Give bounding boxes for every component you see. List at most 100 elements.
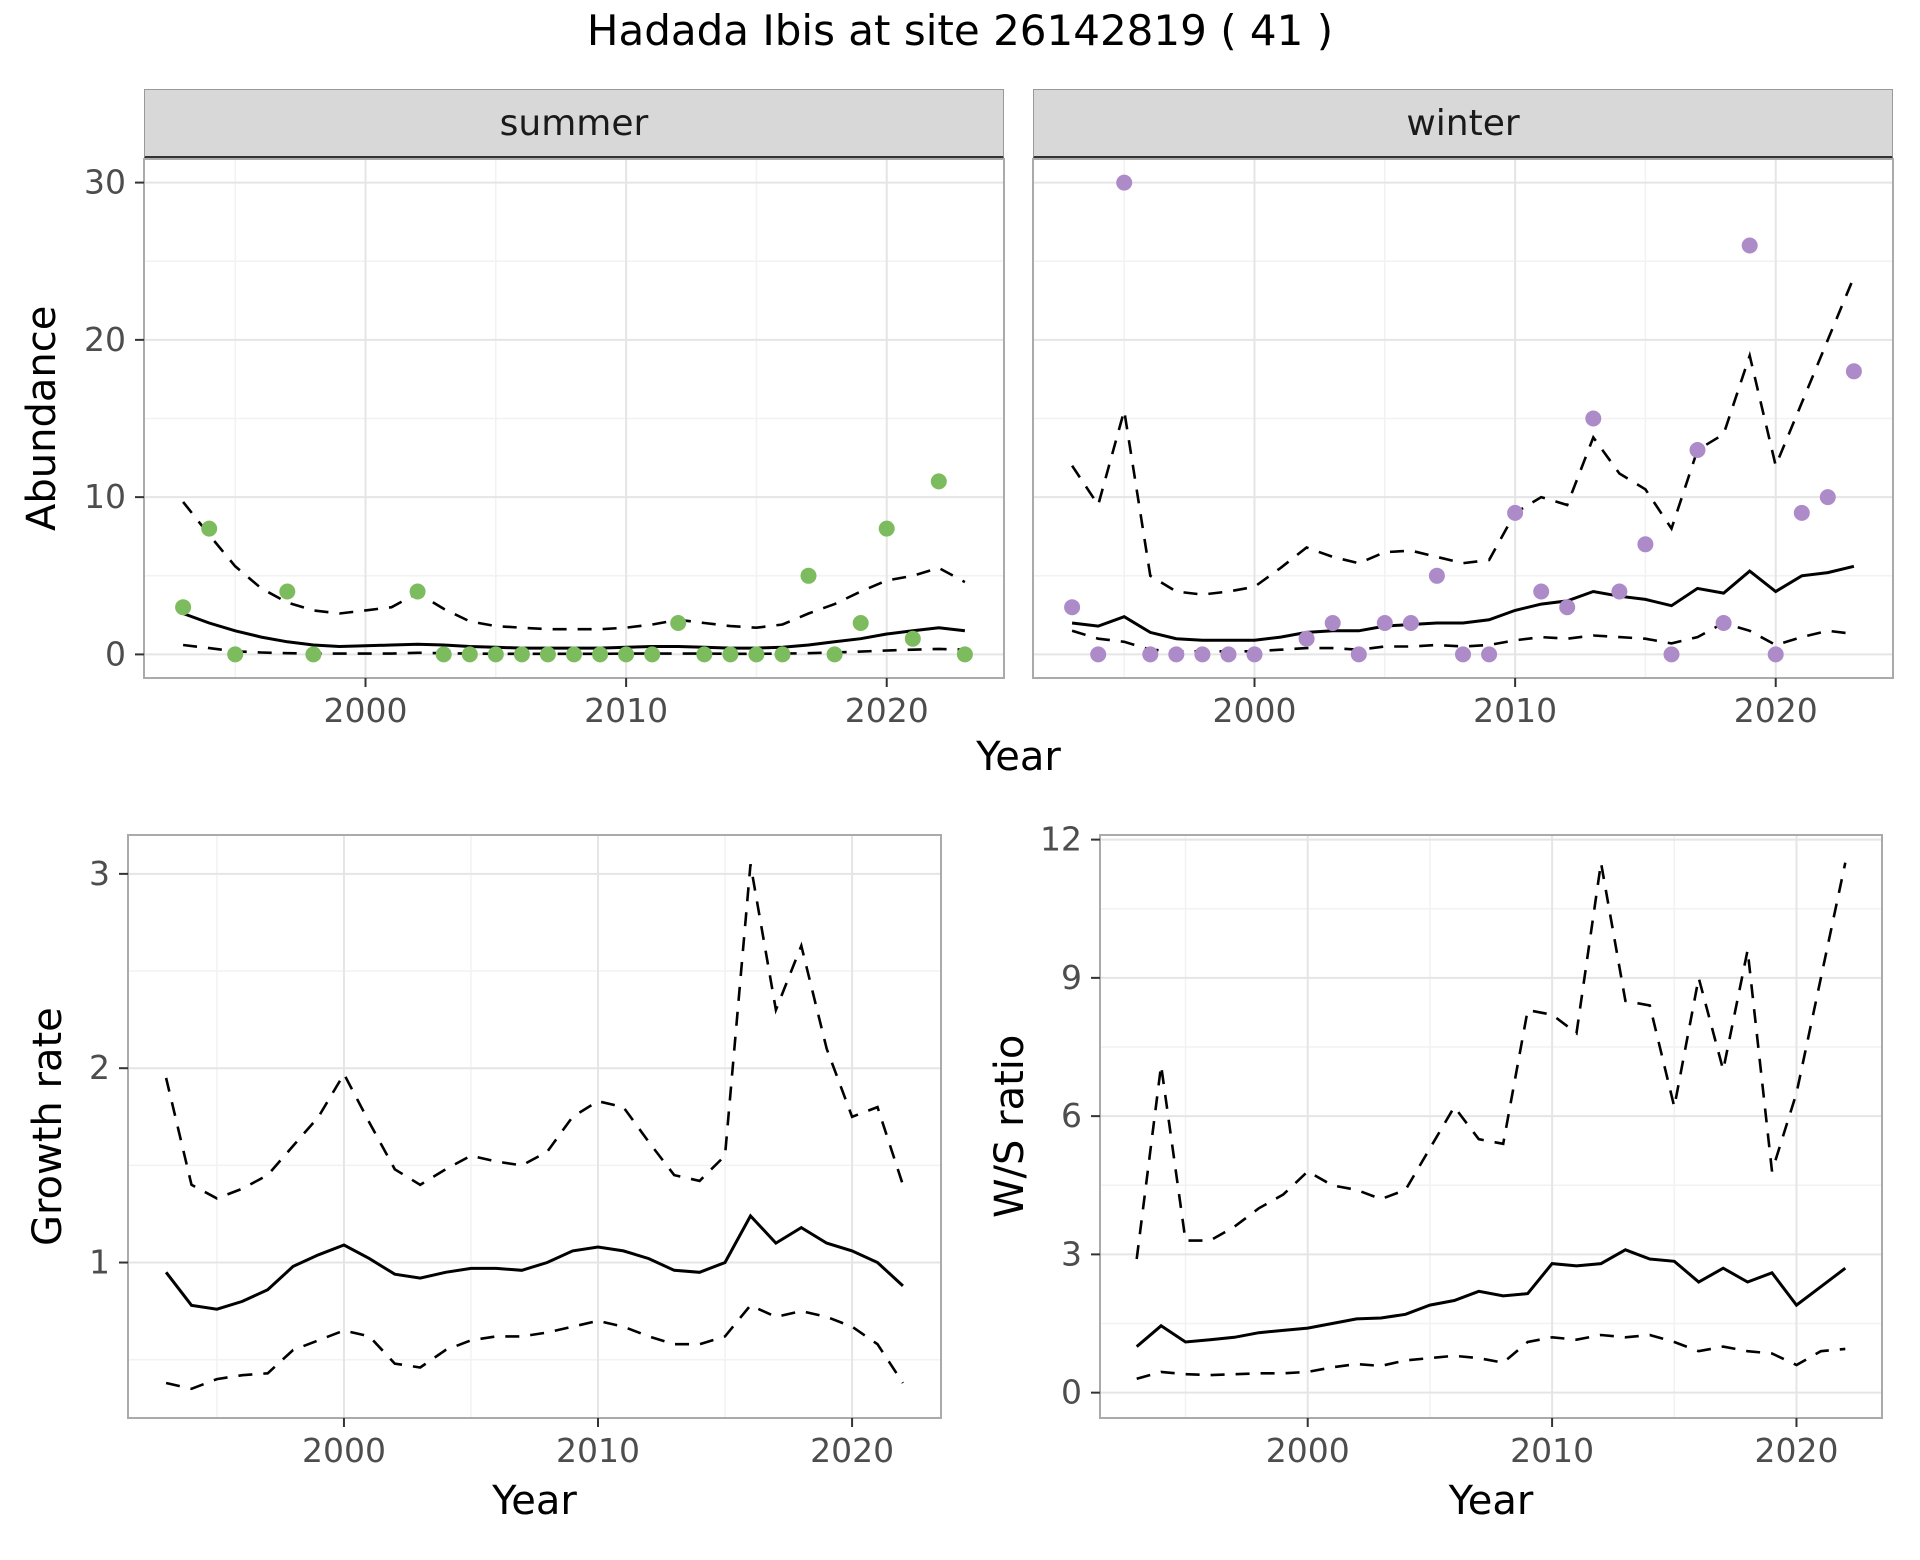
facet-strip-summer: summer: [144, 89, 1004, 159]
data-point: [461, 646, 478, 663]
y-tick-label: 6: [1061, 1096, 1082, 1135]
data-point: [1455, 646, 1471, 663]
data-points: [1064, 174, 1862, 663]
x-tick-label: 2010: [556, 1431, 640, 1470]
figure-title: Hadada Ibis at site 26142819 ( 41 ): [586, 6, 1334, 55]
axis-ticks: 2000 2010 2020 0 3 6 9 12: [1040, 820, 1838, 1470]
x-tick-label: 2020: [1734, 691, 1818, 730]
chart-panel-abundance_summer: 2000 2010 2020 0 10 20 30: [84, 158, 1005, 730]
data-point: [1637, 536, 1654, 553]
data-point: [592, 646, 609, 663]
data-point: [1689, 442, 1706, 458]
data-point: [435, 646, 452, 663]
data-point: [878, 520, 895, 537]
gridlines: [1100, 835, 1882, 1418]
data-point: [1611, 583, 1628, 600]
fit-line: [1135, 1248, 1847, 1348]
data-point: [1324, 615, 1341, 631]
x-tick-label: 2010: [1510, 1431, 1594, 1470]
data-point: [566, 646, 582, 663]
facet-strip-winter: winter: [1033, 89, 1893, 159]
data-point: [904, 630, 921, 647]
x-tick-label: 2020: [810, 1431, 894, 1470]
data-point: [539, 646, 556, 663]
x-tick-label: 2010: [584, 691, 668, 730]
data-point: [1168, 646, 1185, 663]
y-tick-label: 0: [1061, 1373, 1082, 1412]
data-point: [487, 646, 504, 663]
data-point: [305, 646, 322, 663]
data-point: [1559, 599, 1576, 616]
upper-ci-line: [164, 863, 905, 1200]
x-tick-label: 2010: [1473, 691, 1557, 730]
chart-panel-growth_rate: 2000 2010 2020 1 2 3: [89, 834, 942, 1470]
data-point: [1194, 646, 1211, 663]
data-point: [826, 646, 843, 663]
data-point: [774, 646, 791, 663]
x-tick-label: 2020: [845, 691, 929, 730]
data-point: [930, 473, 947, 490]
data-point: [513, 646, 530, 663]
data-point: [1116, 174, 1133, 191]
data-point: [1585, 410, 1602, 427]
data-point: [748, 646, 765, 663]
data-point: [956, 646, 973, 663]
lower-ci-line: [1136, 1333, 1846, 1381]
data-point: [175, 599, 192, 616]
lower-ci-line: [165, 1303, 904, 1391]
data-point: [852, 615, 869, 631]
data-point: [1767, 646, 1784, 663]
y-tick-label: 3: [1061, 1234, 1082, 1273]
y-tick-label: 30: [84, 163, 126, 202]
y-tick-label: 12: [1040, 820, 1082, 859]
data-point: [1298, 630, 1315, 647]
data-point: [1064, 599, 1081, 616]
y-tick-label: 1: [89, 1243, 110, 1282]
chart-panel-ws_ratio: 2000 2010 2020 0 3 6 9 12: [1040, 820, 1883, 1470]
y-tick-label: 9: [1061, 958, 1082, 997]
data-point: [201, 520, 218, 537]
data-point: [670, 615, 687, 631]
upper-ci-line: [182, 501, 966, 631]
facet-strip-summer-label: summer: [499, 102, 649, 144]
data-point: [644, 646, 661, 663]
data-point: [1741, 237, 1758, 254]
top-year-axis-title: Year: [976, 734, 1061, 780]
x-tick-label: 2000: [1266, 1431, 1350, 1470]
data-point: [1142, 646, 1159, 663]
data-point: [409, 583, 426, 600]
data-points: [175, 473, 973, 663]
y-tick-label: 20: [84, 320, 126, 359]
data-point: [1402, 615, 1419, 631]
x-tick-label: 2020: [1754, 1431, 1838, 1470]
data-point: [1533, 583, 1550, 600]
data-point: [1819, 489, 1836, 506]
data-point: [1715, 615, 1732, 631]
x-tick-label: 2000: [1213, 691, 1297, 730]
data-point: [1428, 567, 1445, 584]
fit-line: [1071, 564, 1855, 642]
data-point: [279, 583, 296, 600]
axis-ticks: 2000 2010 2020 1 2 3: [89, 854, 894, 1470]
chart-panel-abundance_winter: 2000 2010 2020: [1032, 158, 1894, 730]
data-point: [1376, 615, 1393, 631]
data-point: [227, 646, 244, 663]
facet-strip-winter-label: winter: [1406, 102, 1520, 144]
x-tick-label: 2000: [302, 1431, 386, 1470]
data-point: [1663, 646, 1680, 663]
data-point: [1350, 646, 1367, 663]
ws-year-axis-title: Year: [1448, 1478, 1534, 1524]
gridlines: [1033, 159, 1893, 678]
data-point: [1793, 504, 1810, 521]
data-point: [1845, 363, 1862, 380]
y-tick-label: 10: [84, 477, 126, 516]
gridlines: [128, 835, 941, 1418]
axis-ticks: 2000 2010 2020 0 10 20 30: [84, 163, 929, 730]
upper-ci-line: [1135, 862, 1847, 1260]
y-tick-label: 0: [105, 634, 126, 673]
axis-ticks: 2000 2010 2020: [1213, 678, 1818, 730]
data-point: [1090, 646, 1107, 663]
y-tick-label: 2: [89, 1048, 110, 1087]
data-point: [722, 646, 739, 663]
